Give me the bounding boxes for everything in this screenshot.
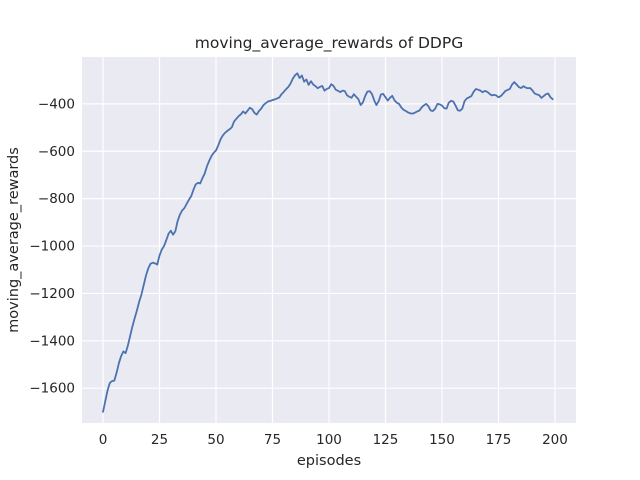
- ddpg-reward-line: [102, 72, 554, 413]
- x-tick-label: 125: [373, 432, 399, 448]
- x-tick-label: 200: [542, 432, 568, 448]
- chart-title: moving_average_rewards of DDPG: [195, 34, 463, 53]
- y-tick-label: −800: [38, 191, 75, 207]
- x-tick-label: 25: [151, 432, 168, 448]
- gridlines: [82, 57, 576, 423]
- x-tick-label: 150: [429, 432, 455, 448]
- y-tick-label: −1400: [29, 333, 75, 349]
- y-tick-labels: −400 −600 −800 −1000 −1200 −1400 −1600: [29, 96, 75, 396]
- x-tick-label: 175: [486, 432, 512, 448]
- x-tick-labels: 0 25 50 75 100 125 150 175 200: [99, 432, 568, 448]
- x-tick-label: 75: [264, 432, 281, 448]
- y-tick-label: −600: [38, 144, 75, 160]
- y-tick-label: −1600: [29, 381, 75, 397]
- x-tick-label: 100: [316, 432, 342, 448]
- x-axis-label: episodes: [297, 453, 361, 469]
- y-axis-label: moving_average_rewards: [6, 147, 22, 333]
- x-tick-label: 50: [207, 432, 224, 448]
- y-tick-label: −1200: [29, 286, 75, 302]
- x-tick-label: 0: [99, 432, 108, 448]
- y-tick-label: −400: [38, 96, 75, 112]
- y-tick-label: −1000: [29, 239, 75, 255]
